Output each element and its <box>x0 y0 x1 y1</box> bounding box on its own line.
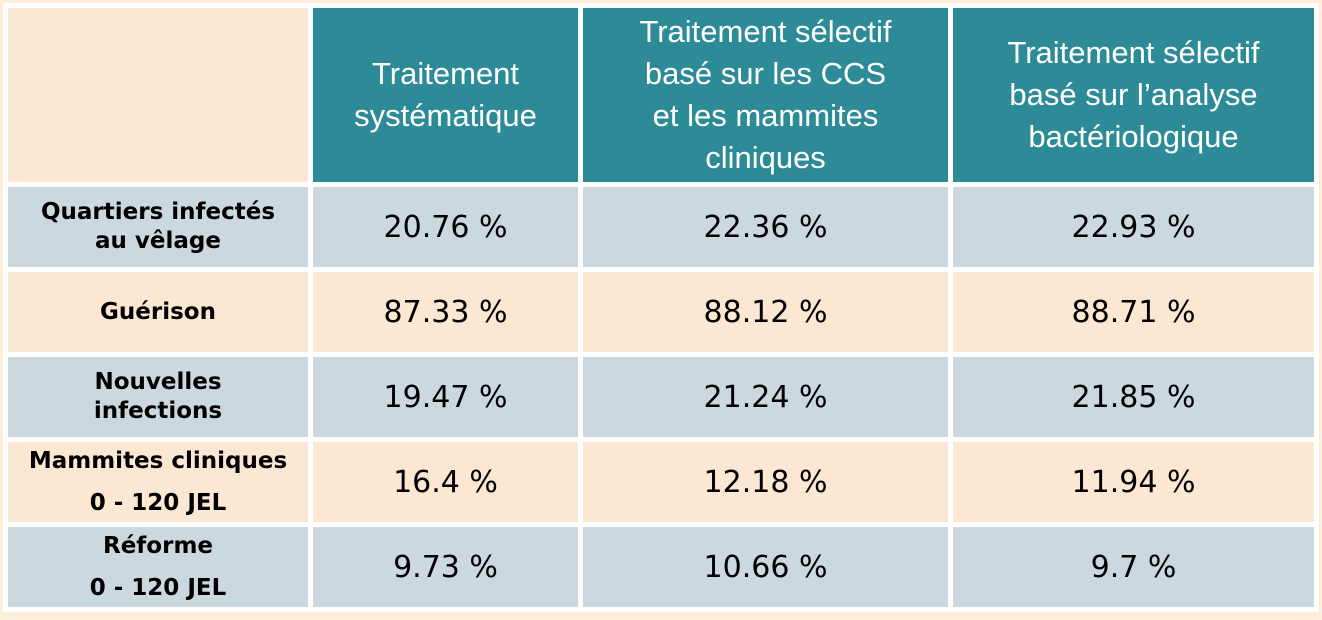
column-header-label: Traitement sélectif basé sur l’analyse b… <box>1007 35 1260 154</box>
column-header-selectif-ccs: Traitement sélectif basé sur les CCS et … <box>583 8 948 182</box>
table-row-guerison: Guérison 87.33 % 88.12 % 88.71 % <box>8 272 1314 352</box>
data-cell: 19.47 % <box>313 357 578 437</box>
data-cell: 12.18 % <box>583 442 948 522</box>
column-header-label: Traitement sélectif basé sur les CCS et … <box>639 14 892 175</box>
row-label: Guérison <box>8 272 308 352</box>
data-cell: 21.85 % <box>953 357 1314 437</box>
data-cell: 20.76 % <box>313 187 578 267</box>
row-label: Réforme 0 - 120 JEL <box>8 527 308 607</box>
data-cell: 22.93 % <box>953 187 1314 267</box>
data-cell: 88.71 % <box>953 272 1314 352</box>
row-label: Quartiers infectés au vêlage <box>8 187 308 267</box>
corner-cell <box>8 8 308 182</box>
treatment-comparison-table: Traitement systématique Traitement sélec… <box>3 3 1319 612</box>
row-label-text: Réforme <box>102 532 214 559</box>
row-sublabel-text: 0 - 120 JEL <box>89 489 227 516</box>
data-cell: 87.33 % <box>313 272 578 352</box>
row-label-text: Nouvelles infections <box>93 369 223 424</box>
table-row-nouvelles-infections: Nouvelles infections 19.47 % 21.24 % 21.… <box>8 357 1314 437</box>
header-row: Traitement systématique Traitement sélec… <box>8 8 1314 182</box>
row-sublabel-text: 0 - 120 JEL <box>89 574 227 601</box>
column-header-traitement-systematique: Traitement systématique <box>313 8 578 182</box>
data-cell: 16.4 % <box>313 442 578 522</box>
data-cell: 11.94 % <box>953 442 1314 522</box>
table-row-reforme: Réforme 0 - 120 JEL 9.73 % 10.66 % 9.7 % <box>8 527 1314 607</box>
data-cell: 88.12 % <box>583 272 948 352</box>
row-label: Nouvelles infections <box>8 357 308 437</box>
data-cell: 10.66 % <box>583 527 948 607</box>
data-cell: 9.73 % <box>313 527 578 607</box>
row-label-text: Quartiers infectés au vêlage <box>40 199 276 254</box>
data-cell: 22.36 % <box>583 187 948 267</box>
table-row-quartiers-infectes: Quartiers infectés au vêlage 20.76 % 22.… <box>8 187 1314 267</box>
row-label-text: Mammites cliniques <box>28 447 288 474</box>
column-header-selectif-bacteriologique: Traitement sélectif basé sur l’analyse b… <box>953 8 1314 182</box>
data-cell: 21.24 % <box>583 357 948 437</box>
table-row-mammites-cliniques: Mammites cliniques 0 - 120 JEL 16.4 % 12… <box>8 442 1314 522</box>
data-cell: 9.7 % <box>953 527 1314 607</box>
row-label: Mammites cliniques 0 - 120 JEL <box>8 442 308 522</box>
column-header-label: Traitement systématique <box>354 56 537 133</box>
row-label-text: Guérison <box>100 298 216 325</box>
